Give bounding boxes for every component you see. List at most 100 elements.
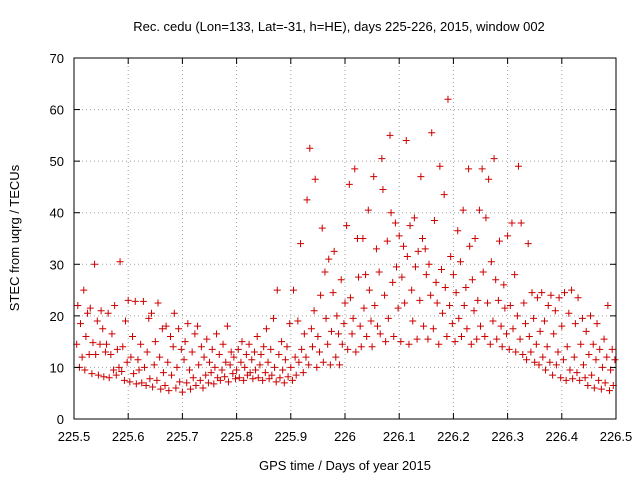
data-point bbox=[307, 325, 315, 333]
data-point bbox=[416, 296, 424, 304]
data-point bbox=[424, 335, 432, 343]
data-point bbox=[82, 332, 90, 340]
data-point bbox=[211, 363, 219, 371]
data-point bbox=[524, 240, 532, 248]
data-point bbox=[306, 144, 314, 152]
data-point bbox=[427, 291, 435, 299]
data-point bbox=[241, 363, 249, 371]
data-point bbox=[498, 343, 506, 351]
data-point bbox=[286, 320, 294, 328]
data-point bbox=[313, 363, 321, 371]
data-point bbox=[487, 258, 495, 266]
data-point bbox=[365, 286, 373, 294]
data-point bbox=[565, 309, 573, 317]
data-point bbox=[210, 380, 218, 388]
data-point bbox=[325, 255, 333, 263]
data-point bbox=[446, 302, 454, 310]
data-point bbox=[237, 358, 245, 366]
data-point bbox=[197, 343, 205, 351]
data-point bbox=[165, 387, 173, 395]
data-point bbox=[257, 351, 265, 359]
data-point bbox=[452, 289, 460, 297]
data-point bbox=[605, 387, 613, 395]
data-point bbox=[571, 320, 579, 328]
data-point bbox=[531, 358, 539, 366]
data-point bbox=[330, 247, 338, 255]
data-point bbox=[271, 363, 279, 371]
data-point bbox=[221, 373, 229, 381]
data-point bbox=[533, 294, 541, 302]
data-point bbox=[108, 330, 116, 338]
data-point bbox=[206, 358, 213, 366]
data-point bbox=[573, 369, 581, 377]
data-point bbox=[129, 332, 137, 340]
data-point bbox=[352, 348, 360, 356]
data-point bbox=[272, 378, 280, 386]
data-point bbox=[386, 131, 394, 139]
data-point bbox=[107, 351, 115, 359]
data-point bbox=[278, 338, 286, 346]
data-point bbox=[116, 258, 124, 266]
data-point bbox=[295, 358, 303, 366]
data-point bbox=[532, 340, 540, 348]
data-point bbox=[224, 378, 232, 386]
data-point bbox=[113, 345, 121, 353]
data-point bbox=[346, 294, 354, 302]
data-point bbox=[465, 165, 473, 173]
data-point bbox=[367, 317, 375, 325]
data-point bbox=[78, 353, 86, 361]
data-point bbox=[176, 378, 184, 386]
data-point bbox=[218, 366, 226, 374]
data-point bbox=[222, 358, 230, 366]
data-point bbox=[126, 378, 134, 386]
data-point bbox=[362, 271, 370, 279]
data-point bbox=[84, 309, 92, 317]
data-point bbox=[429, 325, 437, 333]
data-point bbox=[562, 376, 570, 384]
x-tick-label: 225.7 bbox=[166, 429, 199, 444]
data-point bbox=[103, 340, 111, 348]
data-point bbox=[124, 296, 132, 304]
data-point bbox=[240, 376, 248, 384]
data-point bbox=[158, 325, 166, 333]
data-point bbox=[394, 304, 402, 312]
x-tick-labels: 225.5 225.6 225.7 225.8 225.9 226 226.1 226.2 22… bbox=[58, 429, 633, 444]
data-point bbox=[558, 322, 566, 330]
data-point bbox=[563, 343, 571, 351]
data-point bbox=[232, 375, 240, 383]
data-point bbox=[280, 379, 288, 387]
data-point bbox=[489, 317, 497, 325]
data-point bbox=[570, 353, 578, 361]
data-point bbox=[344, 345, 352, 353]
data-point bbox=[172, 384, 180, 392]
data-point bbox=[175, 325, 183, 333]
x-tick-label: 226.3 bbox=[491, 429, 524, 444]
data-point bbox=[97, 307, 105, 315]
axis-ticks bbox=[73, 57, 617, 420]
data-point bbox=[401, 299, 409, 307]
data-point bbox=[213, 330, 221, 338]
data-point bbox=[503, 330, 511, 338]
data-point bbox=[233, 366, 241, 374]
data-point bbox=[317, 291, 325, 299]
data-point bbox=[92, 351, 100, 359]
data-point bbox=[208, 345, 216, 353]
data-point bbox=[254, 374, 262, 382]
data-point bbox=[105, 374, 113, 382]
data-point bbox=[333, 312, 341, 320]
data-point bbox=[460, 302, 468, 310]
data-point bbox=[338, 340, 346, 348]
data-point bbox=[436, 162, 444, 170]
data-point bbox=[578, 314, 586, 322]
data-point bbox=[187, 385, 195, 393]
data-point bbox=[256, 361, 264, 369]
data-point bbox=[577, 340, 585, 348]
data-point bbox=[177, 345, 185, 353]
data-point bbox=[149, 383, 157, 391]
data-point bbox=[154, 299, 162, 307]
data-point bbox=[200, 353, 208, 361]
data-point bbox=[164, 358, 172, 366]
x-tick-label: 226.4 bbox=[546, 429, 579, 444]
data-point bbox=[592, 356, 600, 364]
data-point bbox=[151, 338, 159, 346]
